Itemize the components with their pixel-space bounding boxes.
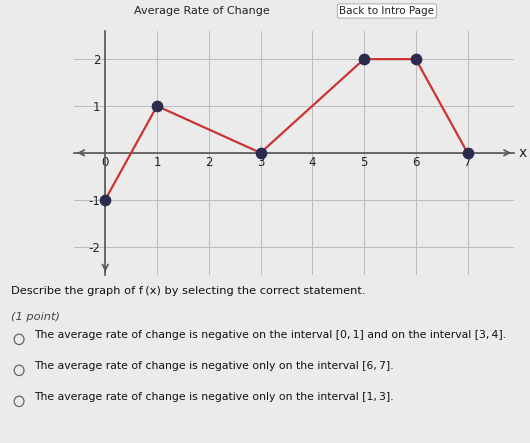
- Point: [153, 102, 161, 109]
- Text: The average rate of change is negative on the interval [0, 1] and on the interva: The average rate of change is negative o…: [34, 330, 507, 340]
- Text: Average Rate of Change: Average Rate of Change: [134, 6, 269, 16]
- Point: [411, 55, 420, 62]
- Text: The average rate of change is negative only on the interval [6, 7].: The average rate of change is negative o…: [34, 361, 394, 371]
- Text: Describe the graph of f (x) by selecting the correct statement.: Describe the graph of f (x) by selecting…: [11, 286, 365, 296]
- Point: [101, 196, 110, 203]
- Text: The average rate of change is negative only on the interval [1, 3].: The average rate of change is negative o…: [34, 392, 394, 402]
- Text: Back to Intro Page: Back to Intro Page: [339, 6, 435, 16]
- Point: [463, 149, 472, 156]
- Point: [360, 55, 368, 62]
- Point: [257, 149, 265, 156]
- Text: (1 point): (1 point): [11, 312, 59, 323]
- Text: x: x: [518, 146, 526, 160]
